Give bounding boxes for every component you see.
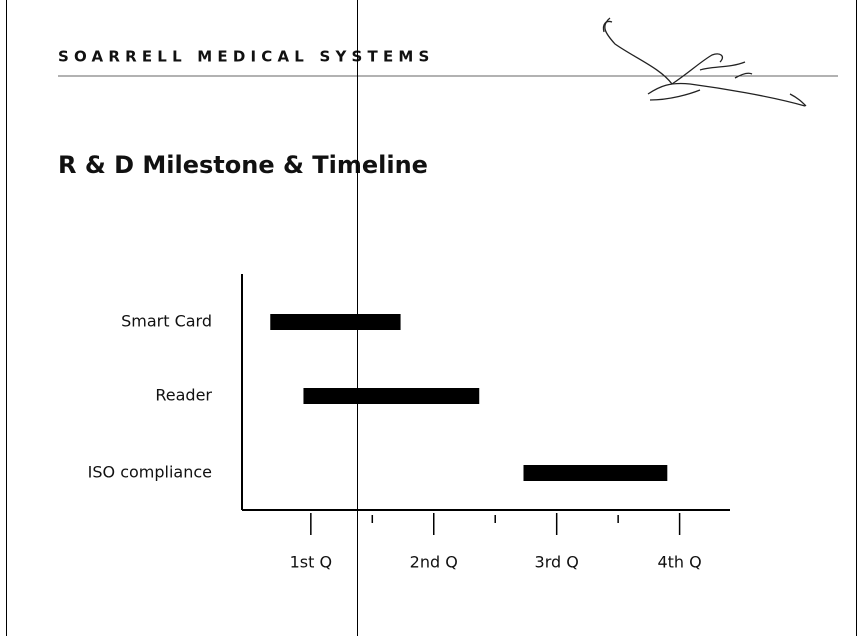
slide: SOARRELL MEDICAL SYSTEMS R & D Milestone… xyxy=(0,0,858,636)
x-tick-label: 1st Q xyxy=(290,553,332,572)
x-tick-label: 3rd Q xyxy=(535,553,579,572)
chart-title: R & D Milestone & Timeline xyxy=(58,151,428,179)
y-tick-label: Reader xyxy=(155,386,212,405)
company-name: SOARRELL MEDICAL SYSTEMS xyxy=(58,48,435,66)
y-tick-label: Smart Card xyxy=(121,312,212,331)
bar xyxy=(270,314,400,330)
bird-logo xyxy=(603,18,806,106)
y-tick-label: ISO compliance xyxy=(88,463,212,482)
x-tick-label: 2nd Q xyxy=(410,553,458,572)
bar xyxy=(303,388,479,404)
x-tick-label: 4th Q xyxy=(657,553,701,572)
bar xyxy=(523,465,667,481)
